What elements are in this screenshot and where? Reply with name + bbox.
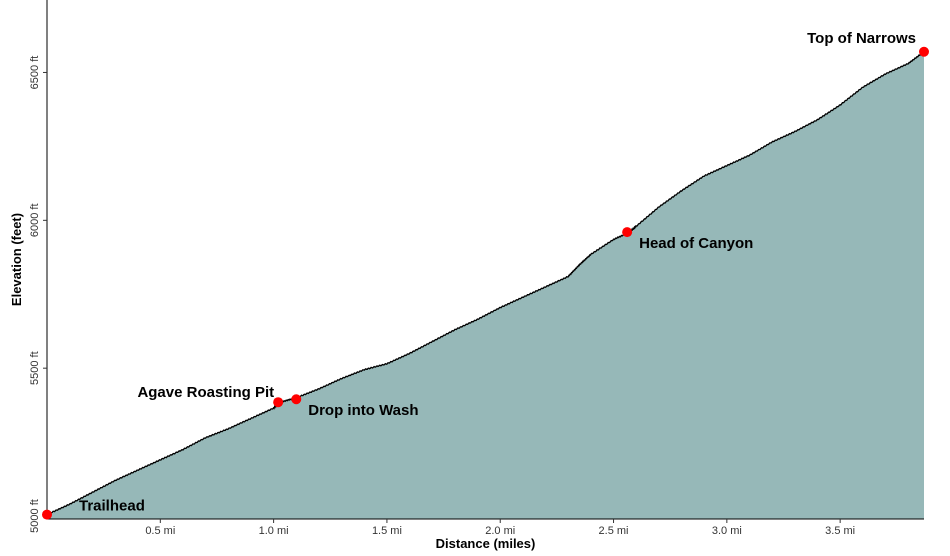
y-axis-title: Elevation (feet)	[9, 213, 24, 306]
waypoint-label: Head of Canyon	[639, 235, 753, 252]
waypoint-label: Top of Narrows	[807, 30, 916, 47]
x-tick-label: 2.0 mi	[485, 525, 515, 537]
x-tick-label: 3.0 mi	[712, 525, 742, 537]
y-tick-label: 6000 ft	[29, 203, 41, 237]
x-tick-label: 2.5 mi	[599, 525, 629, 537]
waypoint-marker	[622, 227, 633, 238]
y-tick-label: 6500 ft	[29, 56, 41, 90]
waypoint-label: Drop into Wash	[308, 402, 418, 419]
waypoint-marker	[919, 46, 929, 57]
x-tick-label: 0.5 mi	[145, 525, 175, 537]
waypoint-marker	[291, 394, 302, 405]
plot-area	[46, 51, 925, 520]
x-axis-title: Distance (miles)	[436, 536, 536, 551]
x-tick-label: 3.5 mi	[825, 525, 855, 537]
waypoint-label: Agave Roasting Pit	[137, 384, 274, 401]
y-tick-label: 5000 ft	[29, 499, 41, 533]
waypoint-marker	[273, 397, 284, 408]
x-tick-label: 1.5 mi	[372, 525, 402, 537]
elevation-area-fill	[47, 51, 924, 520]
waypoint-marker	[42, 509, 52, 520]
y-tick-label: 5500 ft	[29, 351, 41, 385]
elevation-profile-line	[46, 51, 925, 516]
waypoint-label: Trailhead	[79, 498, 145, 515]
x-axis-ticks: 0.5 mi 1.0 mi 1.5 mi 2.0 mi 2.5 mi 3.0 mi 3.5 …	[145, 519, 855, 537]
waypoints: Trailhead Agave Roasting Pit Drop into Was…	[42, 30, 929, 520]
x-tick-label: 1.0 mi	[259, 525, 289, 537]
y-axis-ticks: 5000 ft 5500 ft 6000 ft 6500 ft	[29, 56, 47, 533]
